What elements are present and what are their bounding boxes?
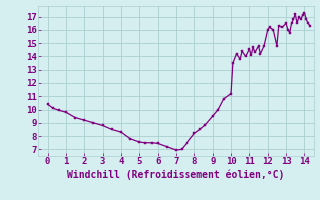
X-axis label: Windchill (Refroidissement éolien,°C): Windchill (Refroidissement éolien,°C): [67, 169, 285, 180]
